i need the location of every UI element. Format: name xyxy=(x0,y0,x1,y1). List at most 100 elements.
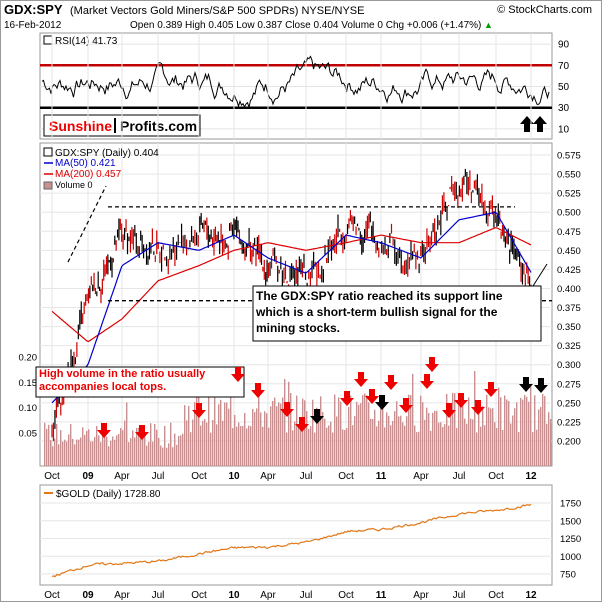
volume-bar xyxy=(220,399,222,466)
rsi-legend-box xyxy=(43,35,53,45)
volume-bar xyxy=(98,435,100,466)
volume-bar xyxy=(330,421,332,466)
volume-bar xyxy=(444,424,446,466)
volume-bar xyxy=(350,395,352,466)
volume-bar xyxy=(438,422,440,466)
volume-bar xyxy=(468,397,470,466)
volume-bar xyxy=(356,401,358,466)
red-down-arrow-icon xyxy=(384,375,398,390)
volume-bar xyxy=(246,428,248,466)
volume-bar xyxy=(208,370,210,466)
support-annotation: The GDX:SPY ratio reached its support li… xyxy=(252,263,548,342)
volume-bars xyxy=(44,370,552,466)
volume-bar xyxy=(122,430,124,466)
volume-bar xyxy=(102,430,104,466)
header-stats: Open 0.389 High 0.405 Low 0.387 Close 0.… xyxy=(130,20,481,31)
volume-bar xyxy=(112,436,114,466)
volume-bar xyxy=(188,405,190,466)
volume-bar xyxy=(470,418,472,466)
volume-bar xyxy=(140,432,142,466)
volume-bar xyxy=(104,429,106,466)
header-description: (Market Vectors Gold Miners/S&P 500 SPDR… xyxy=(70,5,364,17)
volume-bar xyxy=(370,418,372,466)
volume-bar xyxy=(390,425,392,466)
rsi-tick-label: 50 xyxy=(558,82,570,93)
x-axis-label: Jul xyxy=(300,590,313,601)
volume-bar xyxy=(106,436,108,466)
volume-bar xyxy=(68,434,70,466)
volume-bar xyxy=(84,434,86,466)
red-down-arrow-icon xyxy=(280,402,294,417)
volume-tick-label: 0.10 xyxy=(19,403,38,414)
main-tick-label: 0.275 xyxy=(557,379,581,390)
red-down-arrow-icon xyxy=(231,367,245,382)
volume-bar xyxy=(244,413,246,466)
logo-sunshine: Sunshine xyxy=(49,118,112,134)
volume-bar xyxy=(308,428,310,466)
volume-bar xyxy=(376,426,378,466)
volume-bar xyxy=(116,435,118,466)
legend-ma50: MA(50) 0.421 xyxy=(55,158,116,169)
volume-bar xyxy=(446,393,448,466)
volume-bar xyxy=(318,420,320,466)
volume-bar xyxy=(396,401,398,466)
volume-bar xyxy=(72,438,74,466)
trend-line xyxy=(67,185,107,263)
volume-bar xyxy=(418,431,420,466)
volume-bar xyxy=(298,424,300,466)
x-axis-label: Oct xyxy=(191,590,207,601)
volume-bar xyxy=(314,432,316,466)
volume-bar xyxy=(542,393,544,466)
volume-bar xyxy=(194,402,196,466)
volume-bar xyxy=(382,402,384,466)
x-axis-label: 12 xyxy=(525,471,537,482)
volume-bar xyxy=(422,402,424,466)
support-annotation-text: The GDX:SPY ratio reached its support li… xyxy=(256,289,503,335)
black-down-arrow-icon xyxy=(310,409,324,424)
volume-bar xyxy=(268,427,270,466)
price-legend-icon xyxy=(43,147,53,157)
volume-bar xyxy=(120,428,122,466)
volume-bar xyxy=(374,409,376,466)
volume-bar xyxy=(242,425,244,466)
volume-bar xyxy=(146,445,148,466)
main-tick-label: 0.575 xyxy=(557,151,581,162)
volume-bar xyxy=(174,433,176,466)
volume-bar xyxy=(456,428,458,466)
volume-bar xyxy=(160,445,162,466)
volume-tick-label: 0.20 xyxy=(19,353,38,364)
volume-bar xyxy=(402,422,404,466)
volume-bar xyxy=(128,442,130,466)
volume-bar xyxy=(198,396,200,466)
volume-bar xyxy=(158,437,160,466)
volume-bar xyxy=(340,401,342,466)
volume-bar xyxy=(296,395,298,466)
volume-bar xyxy=(480,426,482,466)
volume-bar xyxy=(190,432,192,466)
volume-bar xyxy=(488,407,490,466)
volume-bar xyxy=(404,425,406,466)
x-axis-label: Apr xyxy=(260,590,276,601)
volume-bar xyxy=(206,422,208,466)
rsi-line xyxy=(41,55,550,110)
main-tick-label: 0.350 xyxy=(557,322,581,333)
volume-bar xyxy=(108,446,110,466)
volume-bar xyxy=(538,409,540,466)
volume-bar xyxy=(520,397,522,466)
volume-bar xyxy=(110,440,112,466)
volume-bar xyxy=(92,441,94,466)
watermark: © StockCharts.com xyxy=(497,4,592,16)
gold-tick-label: 1000 xyxy=(560,552,581,563)
volume-bar xyxy=(90,441,92,466)
red-down-arrow-icon xyxy=(97,423,111,438)
volume-bar xyxy=(358,404,360,466)
red-down-arrow-icon xyxy=(399,398,413,413)
x-axis-label: Apr xyxy=(413,471,429,482)
volume-bar xyxy=(214,392,216,466)
volume-bar xyxy=(264,411,266,466)
volume-bar xyxy=(416,432,418,466)
volume-bar xyxy=(506,399,508,466)
volume-bar xyxy=(460,397,462,466)
x-axis-gold: Oct 09 Apr Jul Oct 10 Apr Jul Oct 11 Apr Jul Oct 12 xyxy=(44,590,537,601)
support-callout-line xyxy=(532,263,548,287)
